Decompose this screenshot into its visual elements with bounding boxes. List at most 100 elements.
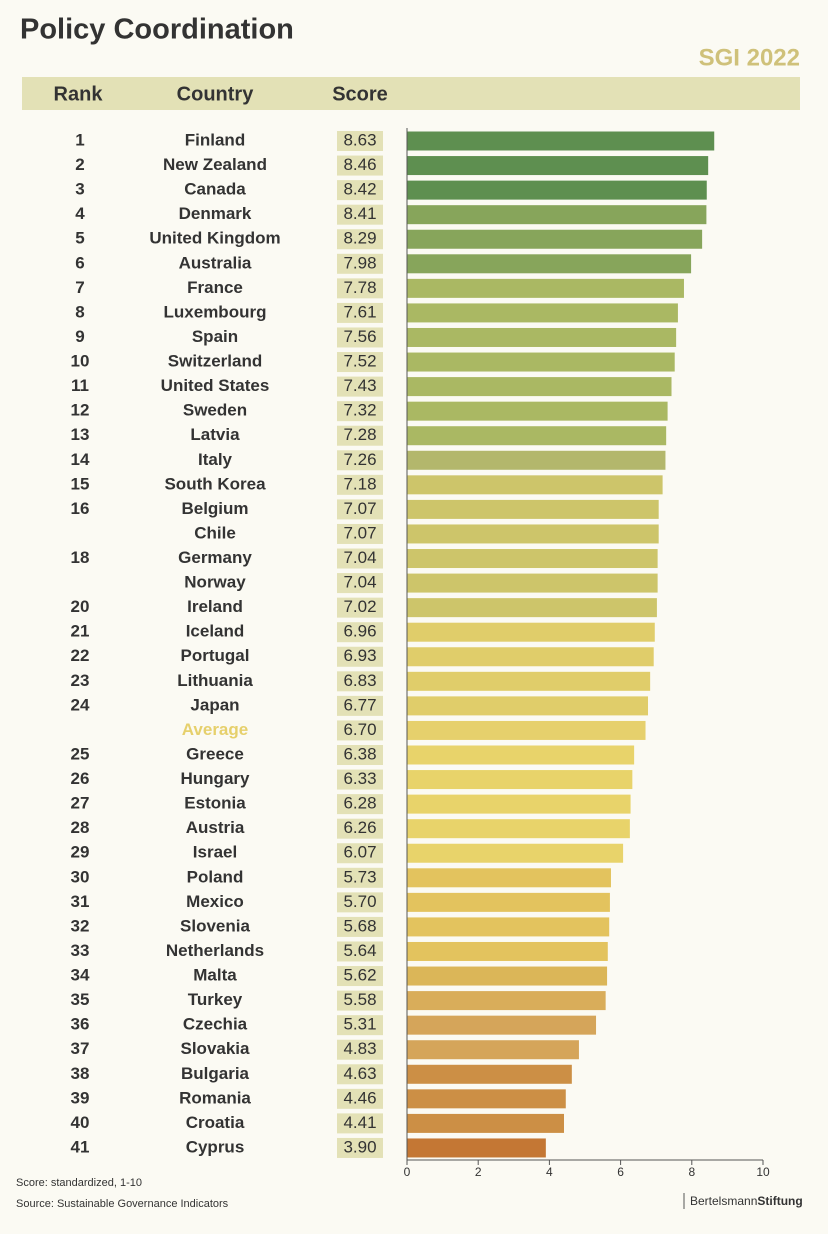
country-label: France bbox=[187, 278, 243, 297]
bar bbox=[407, 941, 608, 961]
country-label: Malta bbox=[193, 966, 237, 985]
rank: 38 bbox=[71, 1064, 90, 1083]
rank: 26 bbox=[71, 769, 90, 788]
x-tick-label: 10 bbox=[756, 1165, 770, 1179]
score-box bbox=[337, 671, 383, 692]
country-label: Greece bbox=[186, 744, 244, 763]
score-label: 4.63 bbox=[343, 1064, 376, 1083]
country-label: Portugal bbox=[181, 646, 250, 665]
score-label: 5.68 bbox=[343, 916, 376, 935]
score-box bbox=[337, 1064, 383, 1085]
score-label: 4.41 bbox=[343, 1113, 376, 1132]
score-box bbox=[337, 597, 383, 618]
country-label: South Korea bbox=[164, 474, 266, 493]
score-label: 6.96 bbox=[343, 622, 376, 641]
rank: 32 bbox=[71, 916, 90, 935]
score-box bbox=[337, 155, 383, 176]
brand-part: Stiftung bbox=[757, 1194, 802, 1208]
x-tick-label: 4 bbox=[546, 1165, 553, 1179]
score-box bbox=[337, 1039, 383, 1060]
rank: 13 bbox=[71, 425, 90, 444]
bar bbox=[407, 278, 684, 298]
bar bbox=[407, 770, 633, 790]
score-box bbox=[337, 401, 383, 422]
score-box bbox=[337, 499, 383, 520]
score-label: 7.07 bbox=[343, 523, 376, 542]
bar bbox=[407, 205, 707, 225]
bar bbox=[407, 229, 703, 249]
rank: 35 bbox=[71, 990, 90, 1009]
score-box bbox=[337, 131, 383, 151]
country-label: Bulgaria bbox=[181, 1064, 250, 1083]
country-label: Poland bbox=[187, 867, 244, 886]
country-label: Japan bbox=[190, 695, 239, 714]
score-box bbox=[337, 253, 383, 274]
rank: 18 bbox=[71, 548, 90, 567]
score-box bbox=[337, 941, 383, 962]
bar bbox=[407, 671, 651, 691]
bar bbox=[407, 1015, 597, 1035]
country-label: Belgium bbox=[181, 499, 248, 518]
country-label: United States bbox=[161, 376, 270, 395]
rank: 31 bbox=[71, 892, 90, 911]
country-label: Austria bbox=[186, 818, 245, 837]
bar bbox=[407, 794, 631, 814]
score-box bbox=[337, 1015, 383, 1036]
rank: 33 bbox=[71, 941, 90, 960]
x-tick-label: 2 bbox=[475, 1165, 482, 1179]
score-box bbox=[337, 523, 383, 544]
bar bbox=[407, 966, 608, 986]
score-label: 7.02 bbox=[343, 597, 376, 616]
bar bbox=[407, 524, 659, 544]
rank: 2 bbox=[75, 155, 84, 174]
country-label: Sweden bbox=[183, 401, 247, 420]
score-label: 8.46 bbox=[343, 155, 376, 174]
score-box bbox=[337, 892, 383, 913]
country-label: Turkey bbox=[188, 990, 243, 1009]
bar bbox=[407, 377, 672, 397]
score-label: 7.28 bbox=[343, 425, 376, 444]
score-label: 6.93 bbox=[343, 646, 376, 665]
country-label: Romania bbox=[179, 1088, 251, 1107]
note: Score: standardized, 1-10 bbox=[16, 1177, 142, 1189]
country-label: Denmark bbox=[179, 204, 252, 223]
score-box bbox=[337, 327, 383, 348]
country-label: Slovakia bbox=[181, 1039, 251, 1058]
bar bbox=[407, 573, 658, 593]
rank: 28 bbox=[71, 818, 90, 837]
score-label: 8.29 bbox=[343, 229, 376, 248]
rank: 24 bbox=[71, 695, 90, 714]
country-label: Croatia bbox=[186, 1113, 245, 1132]
country-label: Slovenia bbox=[180, 916, 250, 935]
score-label: 5.70 bbox=[343, 892, 376, 911]
rank: 16 bbox=[71, 499, 90, 518]
rank: 5 bbox=[75, 229, 84, 248]
rank: 6 bbox=[75, 253, 84, 272]
rank: 4 bbox=[75, 204, 85, 223]
score-box bbox=[337, 180, 383, 201]
score-label: 7.52 bbox=[343, 352, 376, 371]
rank: 11 bbox=[71, 376, 89, 395]
score-label: 7.43 bbox=[343, 376, 376, 395]
rank: 15 bbox=[71, 474, 90, 493]
bar bbox=[407, 745, 635, 765]
score-label: 6.70 bbox=[343, 720, 376, 739]
bar bbox=[407, 499, 659, 519]
score-box bbox=[337, 474, 383, 495]
score-label: 8.42 bbox=[343, 180, 376, 199]
bar bbox=[407, 475, 663, 495]
bar bbox=[407, 598, 657, 618]
bar bbox=[407, 450, 666, 470]
score-label: 7.98 bbox=[343, 253, 376, 272]
rank: 10 bbox=[71, 352, 90, 371]
score-box bbox=[337, 769, 383, 790]
score-label: 7.61 bbox=[343, 302, 376, 321]
score-label: 4.83 bbox=[343, 1039, 376, 1058]
country-label: United Kingdom bbox=[149, 229, 280, 248]
chart-title: Policy Coordination bbox=[20, 14, 294, 46]
country-label: Latvia bbox=[190, 425, 240, 444]
score-label: 5.62 bbox=[343, 966, 376, 985]
country-label: Lithuania bbox=[177, 671, 253, 690]
rank: 40 bbox=[71, 1113, 90, 1132]
score-label: 6.77 bbox=[343, 695, 376, 714]
